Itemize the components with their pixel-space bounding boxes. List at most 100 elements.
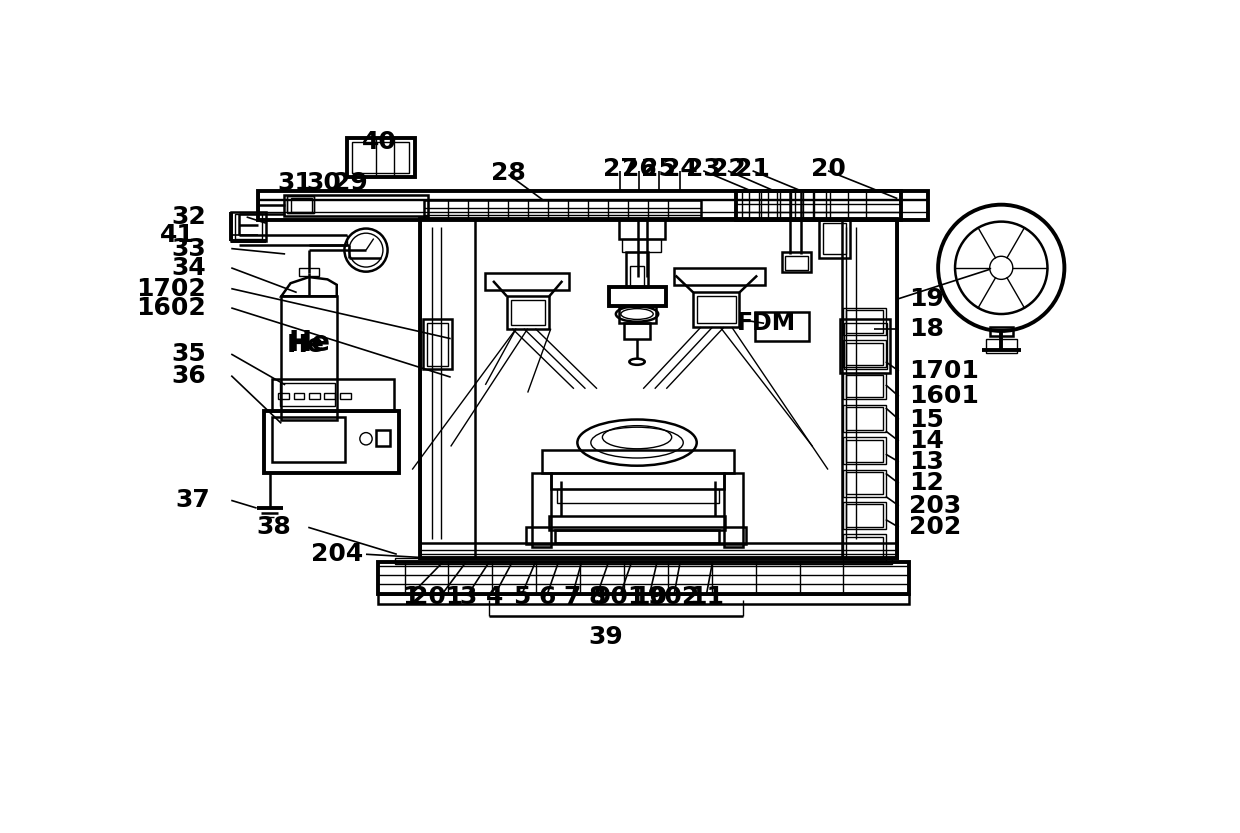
Text: 29: 29 (334, 171, 368, 195)
Bar (557, 489, 719, 502)
Text: 1: 1 (402, 585, 419, 609)
Bar (288, 197, 315, 213)
Text: 25: 25 (641, 157, 676, 182)
Text: 8: 8 (588, 585, 605, 609)
Bar (325, 392, 335, 400)
Bar (843, 308, 885, 335)
Bar (542, 451, 734, 473)
Text: 36: 36 (171, 364, 206, 387)
Bar (280, 382, 335, 406)
Text: 41: 41 (160, 222, 195, 247)
Bar (768, 191, 780, 220)
Text: 6: 6 (538, 585, 556, 609)
Bar (396, 558, 892, 564)
Bar (843, 340, 885, 367)
Bar (675, 268, 765, 285)
Text: 40: 40 (362, 130, 397, 154)
Text: 12: 12 (909, 471, 944, 496)
Text: FDM: FDM (737, 312, 796, 335)
Bar (264, 411, 399, 472)
Bar (843, 405, 885, 431)
Bar (846, 471, 883, 494)
Bar (290, 197, 312, 212)
Text: 30: 30 (306, 171, 341, 195)
Bar (846, 407, 883, 430)
Bar (554, 530, 719, 543)
Bar (420, 219, 898, 558)
Bar (843, 534, 885, 561)
Text: 902: 902 (647, 585, 701, 609)
Bar (278, 392, 289, 400)
Text: 5: 5 (513, 585, 531, 609)
Text: 39: 39 (589, 626, 624, 650)
Text: 901: 901 (594, 585, 646, 609)
Bar (846, 536, 883, 559)
Bar (549, 516, 725, 530)
Text: 20: 20 (811, 157, 846, 182)
Text: 26: 26 (622, 157, 657, 182)
Text: 31: 31 (278, 171, 312, 195)
Text: 22: 22 (711, 157, 745, 182)
Bar (843, 470, 885, 496)
Bar (846, 504, 883, 526)
Bar (755, 312, 808, 341)
Bar (693, 292, 739, 327)
Text: 35: 35 (171, 342, 206, 366)
Bar (622, 238, 661, 252)
Bar (551, 473, 724, 489)
Bar (624, 323, 650, 339)
Text: 37: 37 (176, 488, 211, 512)
Bar (619, 307, 656, 323)
Bar (749, 191, 761, 220)
Bar (420, 543, 898, 558)
Bar (281, 297, 337, 420)
Bar (423, 319, 453, 370)
Bar (986, 339, 1017, 352)
Bar (697, 297, 735, 323)
Bar (309, 392, 320, 400)
Text: 1701: 1701 (909, 359, 978, 383)
Text: 202: 202 (909, 516, 961, 539)
Text: 33: 33 (171, 237, 206, 261)
Bar (352, 142, 409, 173)
Text: 21: 21 (735, 157, 770, 182)
Bar (526, 527, 745, 544)
Bar (818, 219, 849, 257)
Bar (842, 219, 898, 558)
Bar (724, 473, 743, 546)
Bar (299, 268, 319, 276)
Bar (532, 473, 551, 546)
Bar (785, 257, 808, 270)
Bar (846, 375, 883, 397)
Bar (427, 323, 449, 366)
Bar (288, 197, 315, 213)
Bar (791, 191, 804, 220)
Bar (340, 392, 351, 400)
Bar (376, 430, 389, 446)
Bar (815, 191, 826, 220)
Text: 203: 203 (909, 494, 961, 518)
Text: 23: 23 (686, 157, 720, 182)
Text: He: He (286, 333, 325, 357)
Bar (511, 300, 546, 325)
Text: 1601: 1601 (909, 384, 978, 408)
Text: 11: 11 (689, 585, 724, 609)
Text: 10: 10 (632, 585, 667, 609)
Bar (735, 191, 901, 220)
Bar (284, 195, 428, 217)
Bar (231, 212, 265, 241)
Bar (485, 273, 568, 290)
Text: 7: 7 (564, 585, 582, 609)
Bar (846, 310, 883, 332)
Text: 1602: 1602 (136, 296, 206, 320)
Text: 1702: 1702 (136, 277, 206, 301)
Text: 204: 204 (310, 542, 363, 566)
Bar (626, 252, 647, 287)
Text: 13: 13 (909, 450, 944, 474)
Text: 4: 4 (486, 585, 503, 609)
Bar (236, 214, 262, 238)
Bar (272, 379, 394, 411)
Bar (846, 342, 883, 365)
Text: 15: 15 (909, 407, 944, 431)
Bar (377, 562, 909, 594)
